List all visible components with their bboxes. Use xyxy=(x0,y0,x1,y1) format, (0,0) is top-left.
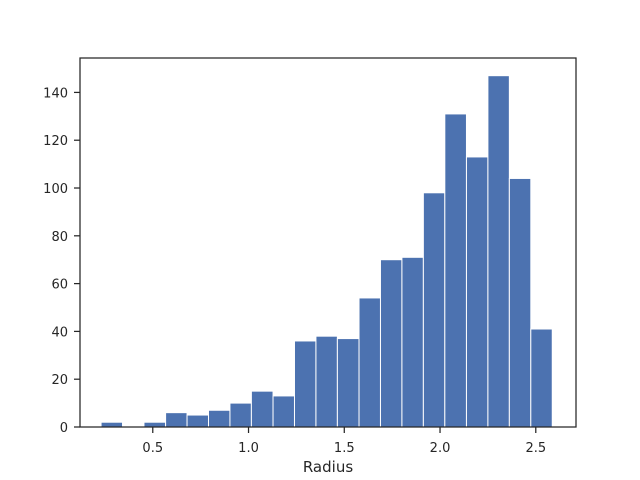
histogram-bar xyxy=(465,156,489,428)
y-tick-label: 80 xyxy=(51,230,68,245)
histogram-bar xyxy=(250,390,274,428)
y-tick-label: 60 xyxy=(51,278,68,293)
histogram-bar xyxy=(165,412,188,428)
x-tick-label: 1.0 xyxy=(238,441,259,456)
y-tick-label: 100 xyxy=(43,182,68,197)
histogram-bar xyxy=(229,402,252,428)
histogram-bars xyxy=(100,75,553,428)
histogram-bar xyxy=(272,395,295,428)
histogram-bar xyxy=(315,335,338,428)
y-tick-label: 140 xyxy=(43,86,68,101)
histogram-bar xyxy=(293,340,317,428)
y-tick-label: 120 xyxy=(43,134,68,149)
histogram-bar xyxy=(100,421,124,428)
x-tick-label: 2.5 xyxy=(525,441,546,456)
x-tick-label: 1.5 xyxy=(334,441,355,456)
histogram-bar xyxy=(508,177,532,428)
histogram-bar xyxy=(530,328,553,428)
histogram-bar xyxy=(358,297,381,428)
histogram-bar xyxy=(186,414,210,428)
histogram-bar xyxy=(336,338,360,428)
y-tick-label: 0 xyxy=(60,421,68,436)
y-axis-ticks: 0 20 40 60 80 100 120 140 xyxy=(43,86,80,436)
histogram-bar xyxy=(401,256,424,428)
histogram-bar xyxy=(208,409,231,428)
histogram-bar xyxy=(444,113,467,428)
y-tick-label: 40 xyxy=(51,325,68,340)
x-tick-label: 2.0 xyxy=(430,441,451,456)
histogram-bar xyxy=(143,421,167,428)
histogram-bar xyxy=(379,259,403,428)
histogram-bar xyxy=(487,75,510,428)
x-tick-label: 0.5 xyxy=(142,441,163,456)
plot-frame xyxy=(79,57,577,428)
x-axis-ticks: 0.5 1.0 1.5 2.0 2.5 xyxy=(142,427,546,456)
histogram-bar xyxy=(422,192,446,428)
x-axis-label: Radius xyxy=(303,458,353,476)
y-tick-label: 20 xyxy=(51,373,68,388)
